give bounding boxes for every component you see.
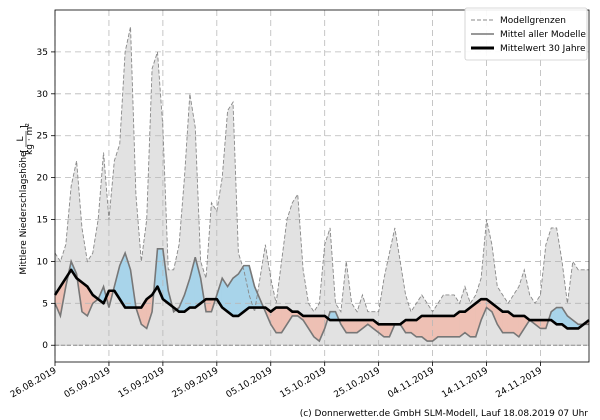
below-normal-fill bbox=[502, 311, 509, 333]
model-range-band bbox=[55, 26, 589, 346]
y-tick-label: 15 bbox=[37, 216, 48, 226]
x-tick-label: 04.11.2019 bbox=[386, 366, 436, 401]
y-axis-unit-bracket-open: [ bbox=[20, 149, 30, 153]
y-axis-unit-numerator: L bbox=[16, 136, 26, 141]
thirty-year-mean-line bbox=[53, 268, 590, 330]
legend-label-model-limits: Modellgrenzen bbox=[500, 16, 566, 26]
model-limit-upper-line bbox=[54, 26, 589, 314]
y-tick-label: 20 bbox=[37, 174, 49, 184]
model-range-area bbox=[55, 26, 589, 346]
x-tick-label: 15.10.2019 bbox=[279, 366, 329, 401]
y-tick-label: 10 bbox=[37, 257, 49, 267]
model-mean-line bbox=[54, 248, 589, 343]
x-tick-label: 25.10.2019 bbox=[333, 366, 383, 401]
x-tick-label: 05.09.2019 bbox=[63, 366, 113, 401]
legend-box bbox=[464, 7, 588, 61]
below-normal-fill bbox=[405, 319, 412, 333]
y-axis-label-text: Mittlere Niederschlagshöhe bbox=[19, 151, 29, 275]
credit-text: (c) Donnerwetter.de GmbH SLM-Modell, Lau… bbox=[300, 409, 589, 419]
x-tick-label: 05.10.2019 bbox=[225, 366, 275, 401]
legend-label-30yr-mean: Mittelwert 30 Jahre bbox=[500, 44, 586, 54]
below-normal-fill bbox=[383, 324, 390, 338]
y-axis-label: Mittlere Niederschlagshöhe L kg · m² [ ] bbox=[16, 123, 35, 275]
x-tick-label: 25.09.2019 bbox=[171, 366, 221, 401]
above-normal-fill bbox=[232, 273, 239, 317]
plot-frame bbox=[54, 9, 590, 363]
y-tick-label: 30 bbox=[37, 90, 49, 100]
y-tick-label: 5 bbox=[42, 299, 48, 309]
series-lines bbox=[53, 26, 590, 346]
below-normal-fill bbox=[448, 315, 455, 338]
below-normal-fill bbox=[443, 315, 449, 338]
below-normal-fill bbox=[437, 315, 444, 338]
x-tick-label: 14.11.2019 bbox=[440, 366, 490, 401]
x-tick-label: 26.08.2019 bbox=[9, 366, 59, 401]
legend: Modellgrenzen Mittel aller Modelle Mitte… bbox=[464, 7, 588, 61]
below-normal-fill bbox=[351, 319, 358, 333]
x-tick-label: 15.09.2019 bbox=[117, 366, 167, 401]
below-normal-fill bbox=[275, 307, 282, 333]
below-normal-fill bbox=[346, 319, 352, 333]
y-axis-unit-denominator: kg · m² bbox=[25, 123, 35, 155]
y-tick-label: 35 bbox=[37, 48, 48, 58]
legend-label-model-mean: Mittel aller Modelle bbox=[500, 30, 586, 40]
y-tick-label: 0 bbox=[42, 341, 48, 351]
below-normal-fill bbox=[205, 298, 212, 312]
y-tick-label: 25 bbox=[37, 132, 48, 142]
above-normal-fill bbox=[556, 307, 563, 325]
below-normal-fill bbox=[426, 315, 433, 342]
x-tick-label: 24.11.2019 bbox=[494, 366, 544, 401]
y-axis-unit-bracket-close: ] bbox=[20, 125, 30, 129]
axes bbox=[51, 9, 590, 366]
